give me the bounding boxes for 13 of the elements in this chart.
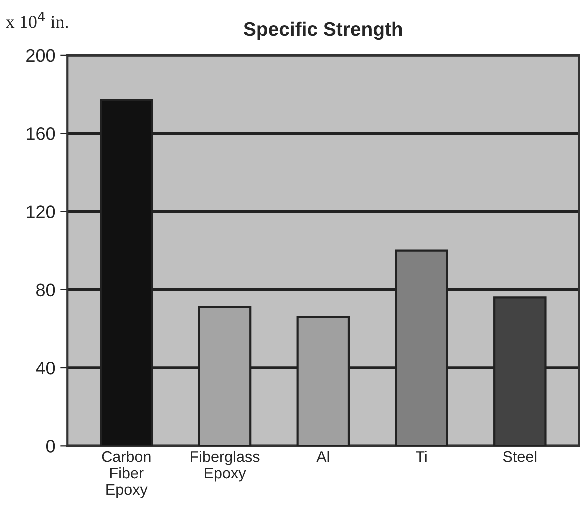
y-tick-label: 40 xyxy=(36,362,56,375)
x-tick-label: Steel xyxy=(503,451,537,462)
x-tick-label: Carbon Fiber Epoxy xyxy=(102,451,151,498)
y-tick-label: 200 xyxy=(26,49,56,62)
x-tick-label: Fiberglass Epoxy xyxy=(191,451,260,482)
x-tick-label: Ti xyxy=(416,451,427,462)
text: x 10$^{4}$ in. xyxy=(6,12,68,28)
y-tick-label: 120 xyxy=(27,206,56,218)
y-tick-label: 0 xyxy=(46,440,56,453)
y-tick-label: 160 xyxy=(27,128,56,140)
x-tick-label: Al xyxy=(316,451,330,462)
chart-title: Specific Strength xyxy=(244,22,402,40)
y-tick-label: 80 xyxy=(36,284,56,297)
